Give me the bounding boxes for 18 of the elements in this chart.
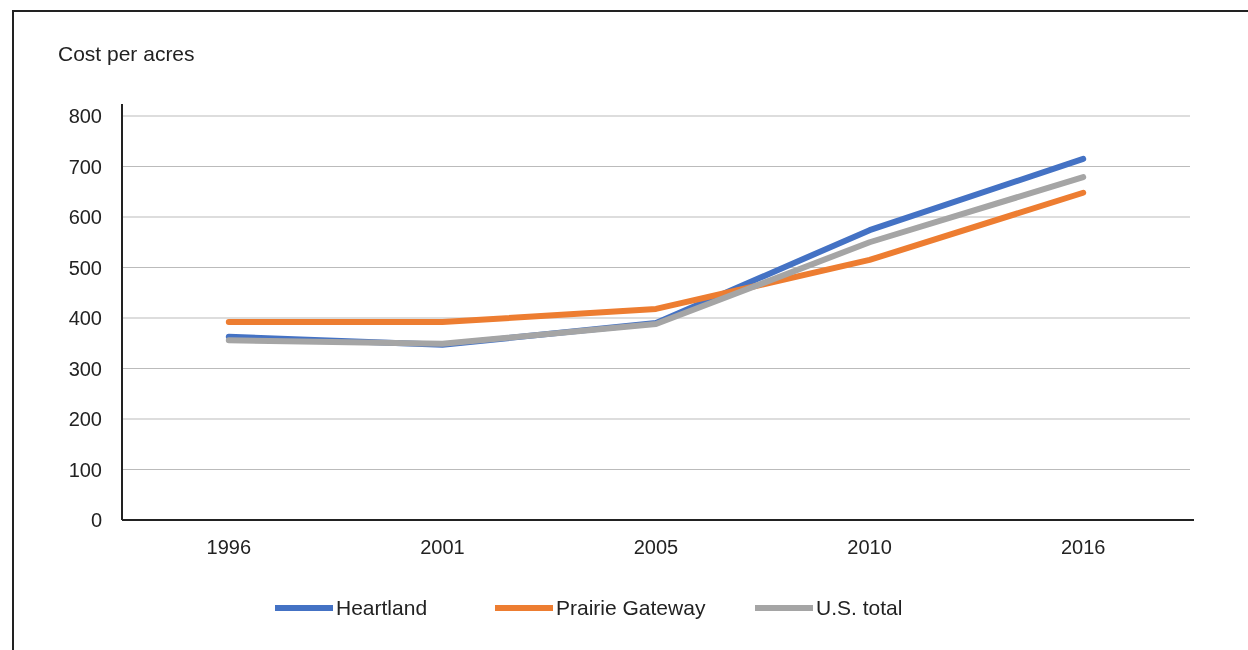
x-tick-label: 2005: [633, 536, 679, 558]
y-tick-label: 0: [90, 509, 102, 531]
y-axis-title: Cost per acres: [58, 42, 195, 65]
y-tick-label: 800: [68, 105, 102, 127]
legend-label: Heartland: [336, 596, 428, 620]
y-tick-label: 700: [68, 155, 102, 178]
y-tick-label: 600: [68, 206, 102, 228]
x-tick-label: 1996: [206, 536, 252, 558]
legend-label: U.S. total: [816, 596, 903, 620]
y-tick-label: 300: [68, 357, 102, 380]
x-tick-label: 2010: [847, 536, 892, 558]
x-tick-label: 2001: [420, 536, 465, 558]
y-tick-label: 500: [68, 256, 102, 279]
y-tick-label: 400: [68, 307, 102, 329]
y-tick-label: 200: [68, 408, 102, 430]
y-tick-label: 100: [68, 458, 102, 481]
legend-label: Prairie Gateway: [556, 596, 706, 620]
x-tick-label: 2016: [1060, 536, 1106, 558]
